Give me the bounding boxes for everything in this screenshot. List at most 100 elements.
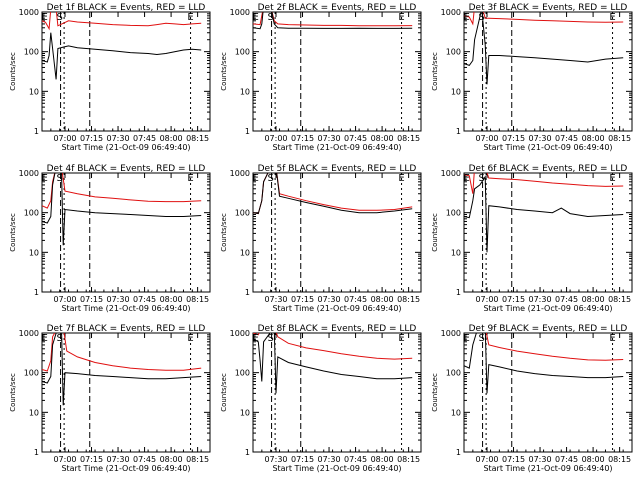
interval-marker: S [268,173,274,184]
x-tick-label: 08:15 [397,134,420,143]
x-tick-label: 08:15 [397,295,420,304]
interval-marker: S [268,12,274,23]
plot-frame [463,172,633,293]
black-series-line [42,32,202,80]
y-tick-label: 1 [245,127,250,136]
panel-3: Det 3f BLACK = Events, RED = LLD Counts/s… [431,3,633,152]
plot-frame [252,172,422,293]
interval-marker: S [268,333,274,344]
panel-9: Det 9f BLACK = Events, RED = LLD Counts/s… [431,324,633,473]
y-tick-label: 1000 [19,8,39,17]
y-tick-label: 10 [451,248,461,257]
y-tick-label: 10 [240,408,250,417]
y-axis-label: Counts/sec [9,213,17,252]
y-tick-label: 1 [34,127,39,136]
y-tick-label: 100 [24,48,39,57]
interval-marker: E [252,12,258,23]
y-axis-label: Counts/sec [220,373,228,412]
x-tick-label: 08:15 [186,455,209,464]
y-tick-label: 100 [24,369,39,378]
y-tick-label: 1 [34,288,39,297]
y-tick-label: 1000 [19,329,39,338]
y-axis-label: Counts/sec [220,213,228,252]
x-tick-label: 07:30 [318,295,341,304]
x-tick-label: 07:30 [107,134,130,143]
red-series-line [464,173,624,194]
y-tick-label: 10 [29,408,39,417]
y-tick-label: 1 [245,448,250,457]
x-tick-label: 07:30 [529,455,552,464]
y-tick-label: 100 [446,48,461,57]
interval-marker: E [187,333,193,344]
y-tick-label: 1000 [441,169,461,178]
interval-marker: E [609,12,615,23]
x-tick-label: 07:45 [555,455,578,464]
red-series-line [42,173,202,209]
x-tick-label: 07:45 [555,295,578,304]
y-axis-label: Counts/sec [431,52,439,91]
y-tick-label: 100 [446,369,461,378]
panel-title: Det 8f BLACK = Events, RED = LLD [258,324,417,334]
y-axis-label: Counts/sec [431,213,439,252]
x-tick-label: 07:45 [133,455,156,464]
x-tick-label: 08:00 [371,295,394,304]
x-tick-label: 07:45 [133,134,156,143]
y-tick-label: 10 [451,87,461,96]
interval-marker: E [398,12,404,23]
x-tick-label: 08:00 [582,134,605,143]
panel-title: Det 7f BLACK = Events, RED = LLD [47,324,206,334]
red-series-line [253,333,413,360]
interval-marker: E [252,173,258,184]
plot-frame [41,11,211,132]
black-series-line [253,173,413,215]
x-tick-label: 08:15 [608,134,631,143]
x-axis-label: Start Time (21-Oct-09 06:49:40) [61,143,190,152]
black-series-line [464,333,624,394]
y-tick-label: 10 [29,248,39,257]
x-axis-label: Start Time (21-Oct-09 06:49:40) [483,143,612,152]
y-tick-label: 100 [24,209,39,218]
y-tick-label: 10 [240,87,250,96]
y-tick-label: 100 [446,209,461,218]
panel-title: Det 5f BLACK = Events, RED = LLD [258,164,417,174]
x-tick-label: 07:00 [475,134,498,143]
interval-marker: S [479,173,485,184]
x-tick-label: 08:15 [186,134,209,143]
x-tick-label: 08:00 [160,134,183,143]
interval-marker: E [41,333,47,344]
y-tick-label: 1000 [230,329,250,338]
plot-frame [252,332,422,453]
x-tick-label: 08:00 [371,455,394,464]
x-tick-label: 07:15 [80,455,103,464]
panel-6: Det 6f BLACK = Events, RED = LLD Counts/s… [431,164,633,313]
interval-marker: E [398,173,404,184]
y-tick-label: 1000 [230,169,250,178]
x-tick-label: 07:30 [529,134,552,143]
black-series-line [464,12,624,85]
y-tick-label: 1000 [230,8,250,17]
x-tick-label: 07:15 [291,134,314,143]
x-tick-label: 07:45 [344,455,367,464]
black-series-line [42,333,202,406]
panel-title: Det 6f BLACK = Events, RED = LLD [469,164,628,174]
x-tick-label: 08:15 [186,295,209,304]
x-tick-label: 07:30 [264,295,287,304]
x-tick-label: 08:00 [371,134,394,143]
y-tick-label: 100 [235,48,250,57]
y-tick-label: 1000 [441,329,461,338]
x-axis-label: Start Time (21-Oct-09 06:49:40) [483,304,612,313]
panel-4: Det 4f BLACK = Events, RED = LLD Counts/s… [9,164,211,313]
x-tick-label: 07:45 [133,295,156,304]
interval-marker: S [479,12,485,23]
plot-frame [41,332,211,453]
y-tick-label: 10 [29,87,39,96]
panel-title: Det 9f BLACK = Events, RED = LLD [469,324,628,334]
x-tick-label: 07:15 [80,134,103,143]
interval-marker: E [187,12,193,23]
plot-frame [252,11,422,132]
panel-5: Det 5f BLACK = Events, RED = LLD Counts/s… [220,164,422,313]
x-tick-label: 07:45 [344,134,367,143]
x-axis-label: Start Time (21-Oct-09 06:49:40) [272,143,401,152]
x-tick-label: 07:00 [264,134,287,143]
